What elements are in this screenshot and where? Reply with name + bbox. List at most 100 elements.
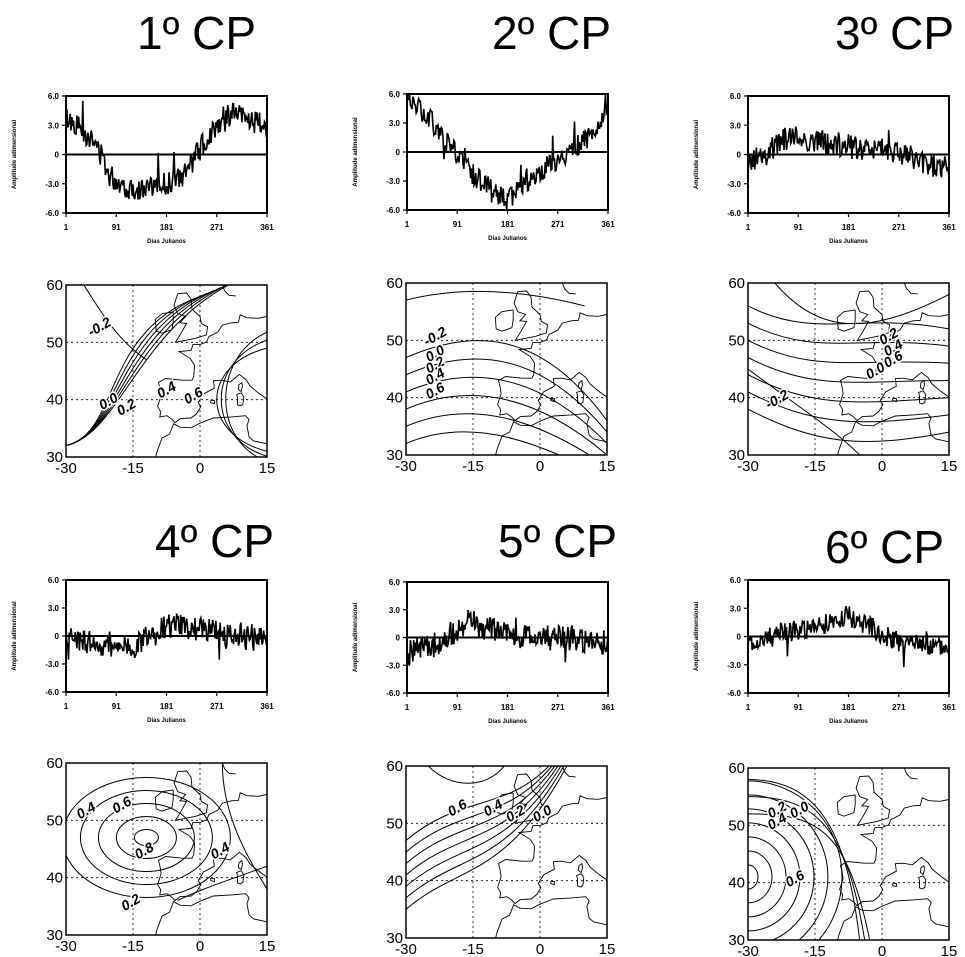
timeseries-plot: 6.0 3.0 0 -3.0 -6.0 1 91 181 271 361 Dias Julianos… — [353, 90, 615, 242]
coast-path — [839, 312, 949, 422]
x-tick-label: 181 — [842, 703, 856, 712]
coast-path — [903, 768, 918, 780]
contour-line — [406, 766, 550, 841]
coast-path — [576, 873, 585, 888]
series-line — [406, 609, 609, 666]
contour-line — [406, 395, 607, 455]
contour-line — [406, 358, 607, 433]
map-lat-label: 50 — [386, 815, 403, 832]
cp-title: 2º CP — [492, 7, 612, 59]
contour-line — [748, 850, 773, 904]
contour-lines — [66, 285, 267, 457]
map-lon-label: -30 — [395, 458, 417, 475]
contour-lines — [66, 763, 267, 902]
map-lon-label: 15 — [941, 458, 958, 475]
coast-path — [839, 797, 949, 907]
coast-path — [892, 882, 898, 888]
map-lat-label: 50 — [728, 332, 745, 349]
contour-lines — [406, 766, 568, 910]
contour-label: 0.4 — [154, 378, 179, 402]
x-tick-label: 1 — [746, 703, 751, 712]
x-axis-label: Dias Julianos — [488, 719, 527, 725]
contour-label: 0.0 — [787, 798, 812, 822]
map-lon-label: 0 — [196, 460, 204, 477]
y-tick-label: 6.0 — [730, 92, 742, 101]
x-tick-label: 361 — [942, 223, 956, 232]
x-axis-label: Dias Julianos — [147, 718, 186, 724]
coast-path — [903, 283, 918, 295]
cp-title: 6º CP — [825, 521, 945, 573]
map-lon-label: 0 — [536, 458, 544, 475]
contour-line — [406, 766, 562, 887]
contour-line — [97, 803, 195, 872]
series-line — [65, 613, 268, 660]
map-lat-label: 40 — [728, 390, 745, 407]
contour-line — [406, 766, 565, 899]
map-lon-label: -30 — [737, 943, 759, 957]
contour-label: 0.4 — [480, 796, 505, 820]
x-tick-label: 91 — [453, 220, 462, 229]
x-tick-label: 271 — [210, 702, 224, 711]
series-line — [65, 100, 268, 200]
coastline — [494, 283, 607, 455]
contour-line — [177, 865, 267, 902]
coast-path — [173, 292, 209, 343]
x-tick-label: 181 — [842, 223, 856, 232]
map-lat-label: 40 — [386, 873, 403, 890]
coast-path — [210, 399, 216, 405]
contour-lines — [406, 290, 607, 455]
map-lat-label: 30 — [46, 927, 63, 944]
contour-line — [748, 822, 801, 932]
cp-title: 3º CP — [835, 7, 955, 59]
coast-path — [855, 290, 891, 341]
contour-line — [406, 766, 556, 864]
y-axis-label: Amplitude adimensional — [12, 119, 18, 189]
x-tick-label: 271 — [210, 223, 224, 232]
map-frame — [405, 282, 608, 456]
cp-title: 1º CP — [137, 7, 257, 59]
x-tick-label: 91 — [794, 703, 803, 712]
map-lat-label: 30 — [728, 932, 745, 949]
map-lon-label: -15 — [122, 460, 144, 477]
contour-line — [748, 408, 949, 442]
map-lat-label: 60 — [728, 760, 745, 777]
x-tick-label: 1 — [64, 702, 69, 711]
y-tick-label: 0 — [55, 632, 60, 641]
contour-label: -0.2 — [85, 313, 114, 339]
map-lat-label: 30 — [46, 449, 63, 466]
x-tick-label: 361 — [942, 703, 956, 712]
coast-path — [577, 863, 583, 874]
map-lat-label: 30 — [386, 930, 403, 947]
timeseries-plot: 6.0 3.0 0 -3.0 -6.0 1 91 181 271 361 Dias Julianos… — [12, 92, 274, 245]
x-axis-label: Dias Julianos — [829, 719, 868, 725]
x-tick-label: 91 — [453, 703, 462, 712]
series-line — [406, 93, 609, 210]
contour-line — [748, 864, 759, 890]
map-lon-label: -15 — [122, 938, 144, 955]
contour-line — [748, 836, 787, 918]
y-tick-label: -3.0 — [45, 660, 59, 669]
coast-path — [892, 397, 898, 403]
map-lon-label: 15 — [599, 941, 616, 957]
map-lat-label: 30 — [728, 447, 745, 464]
map-lon-label: 15 — [599, 458, 616, 475]
coast-path — [495, 896, 607, 938]
y-tick-label: 3.0 — [730, 604, 742, 613]
coast-path — [173, 770, 209, 821]
y-tick-label: -3.0 — [727, 180, 741, 189]
y-tick-label: 3.0 — [48, 604, 60, 613]
map-lat-label: 40 — [46, 870, 63, 887]
y-axis-label: Amplitude adimensional — [353, 602, 359, 672]
coast-path — [918, 875, 927, 890]
contour-line — [406, 766, 568, 910]
x-tick-label: 361 — [601, 703, 615, 712]
contour-line — [748, 322, 949, 347]
contour-line — [748, 374, 949, 403]
contour-lines — [748, 778, 871, 940]
map-lat-label: 50 — [386, 332, 403, 349]
contour-line — [66, 285, 230, 447]
map-lon-label: -30 — [55, 460, 77, 477]
